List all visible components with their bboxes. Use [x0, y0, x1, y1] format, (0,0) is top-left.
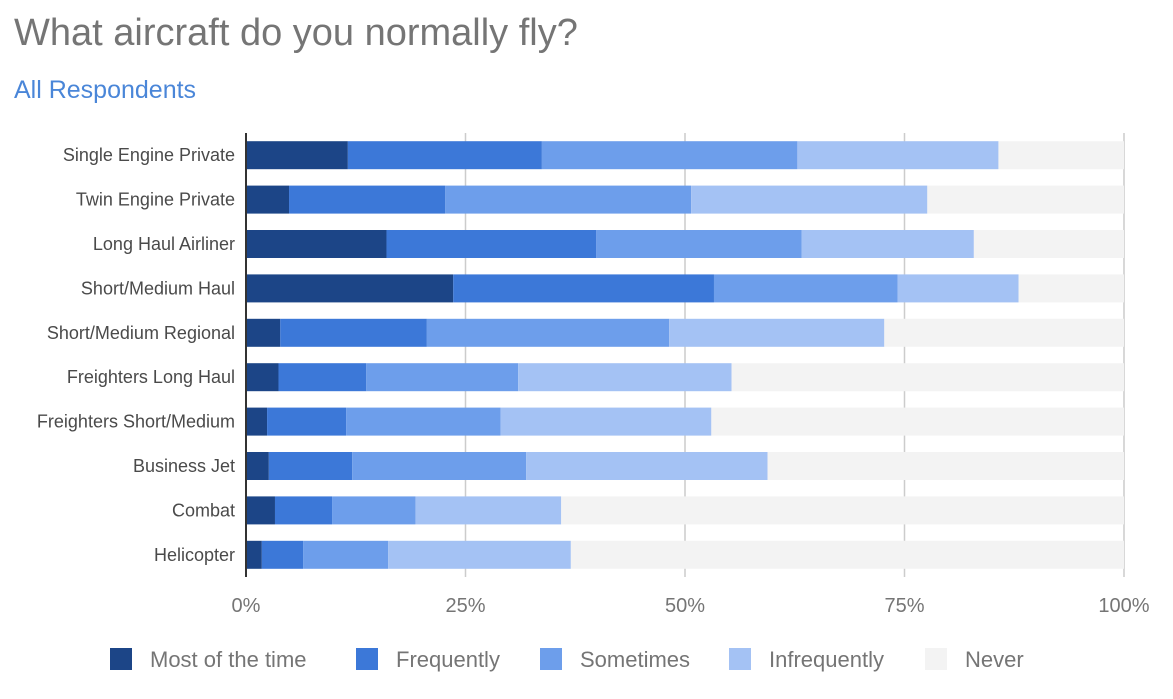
bar-segment [388, 540, 571, 569]
bar-segment [366, 363, 519, 392]
category-label: Business Jet [133, 456, 235, 476]
bar-segment [973, 230, 1124, 258]
bar-segment [526, 452, 768, 480]
bar-segment [797, 141, 999, 170]
category-label: Short/Medium Regional [47, 323, 235, 343]
bar-segment [278, 363, 367, 392]
legend-swatch [540, 648, 562, 670]
legend-label: Never [965, 647, 1024, 672]
bar-segment [561, 496, 1124, 525]
category-label: Combat [172, 500, 235, 520]
x-tick-label: 0% [232, 595, 261, 617]
bar-segment [246, 496, 275, 525]
bar-segment [711, 407, 1124, 436]
legend-label: Infrequently [769, 647, 884, 672]
bar-segment [280, 318, 427, 347]
bar-segment [289, 185, 446, 214]
bar-segment [998, 141, 1124, 170]
bar-segment [897, 274, 1019, 303]
bar-segment [246, 318, 281, 347]
bar-segment [541, 141, 798, 170]
legend-swatch [925, 648, 947, 670]
bar-segment [246, 540, 262, 569]
bar-segment [669, 318, 885, 347]
legend-swatch [729, 648, 751, 670]
bar-segment [691, 185, 928, 214]
legend-label: Sometimes [580, 647, 690, 672]
legend-label: Most of the time [150, 647, 307, 672]
bar-segment [246, 230, 387, 258]
bar-segment [801, 230, 974, 258]
bar-segment [261, 540, 304, 569]
bar-segment [386, 230, 597, 258]
x-tick-label: 50% [665, 595, 705, 617]
bar-segment [246, 185, 290, 214]
x-tick-label: 25% [445, 595, 485, 617]
bar-segment [246, 407, 268, 436]
legend-swatch [356, 648, 378, 670]
bar-segment [445, 185, 692, 214]
bar-segment [570, 540, 1124, 569]
category-label: Long Haul Airliner [93, 234, 235, 254]
bar-segment [246, 141, 348, 170]
bar-segment [352, 452, 527, 480]
bar-segment [267, 407, 347, 436]
category-label: Short/Medium Haul [81, 278, 235, 298]
category-label: Freighters Short/Medium [37, 412, 235, 432]
bar-segment [303, 540, 389, 569]
bar-segment [347, 141, 542, 170]
bar-segment [1018, 274, 1124, 303]
bar-segment [246, 452, 269, 480]
category-label: Helicopter [154, 545, 235, 565]
x-tick-label: 100% [1098, 595, 1149, 617]
bar-segment [415, 496, 562, 525]
bar-segment [518, 363, 732, 392]
chart-title: What aircraft do you normally fly? [14, 12, 578, 54]
bar-segment [332, 496, 416, 525]
legend-swatch [110, 648, 132, 670]
chart-subtitle: All Respondents [14, 76, 197, 104]
bar-segment [596, 230, 802, 258]
category-label: Freighters Long Haul [67, 367, 235, 387]
bar-segment [927, 185, 1124, 214]
bar-segment [713, 274, 898, 303]
category-label: Single Engine Private [63, 145, 235, 165]
bar-segment [246, 274, 454, 303]
bar-segment [453, 274, 714, 303]
bar-segment [767, 452, 1124, 480]
category-label: Twin Engine Private [76, 190, 235, 210]
bar-segment [246, 363, 279, 392]
bar-segment [731, 363, 1124, 392]
bar-segment [274, 496, 333, 525]
bar-segment [884, 318, 1124, 347]
bar-segment [426, 318, 670, 347]
bar-segment [346, 407, 501, 436]
bar-segment [268, 452, 353, 480]
bar-segment [500, 407, 712, 436]
x-tick-label: 75% [884, 595, 924, 617]
legend-label: Frequently [396, 647, 500, 672]
